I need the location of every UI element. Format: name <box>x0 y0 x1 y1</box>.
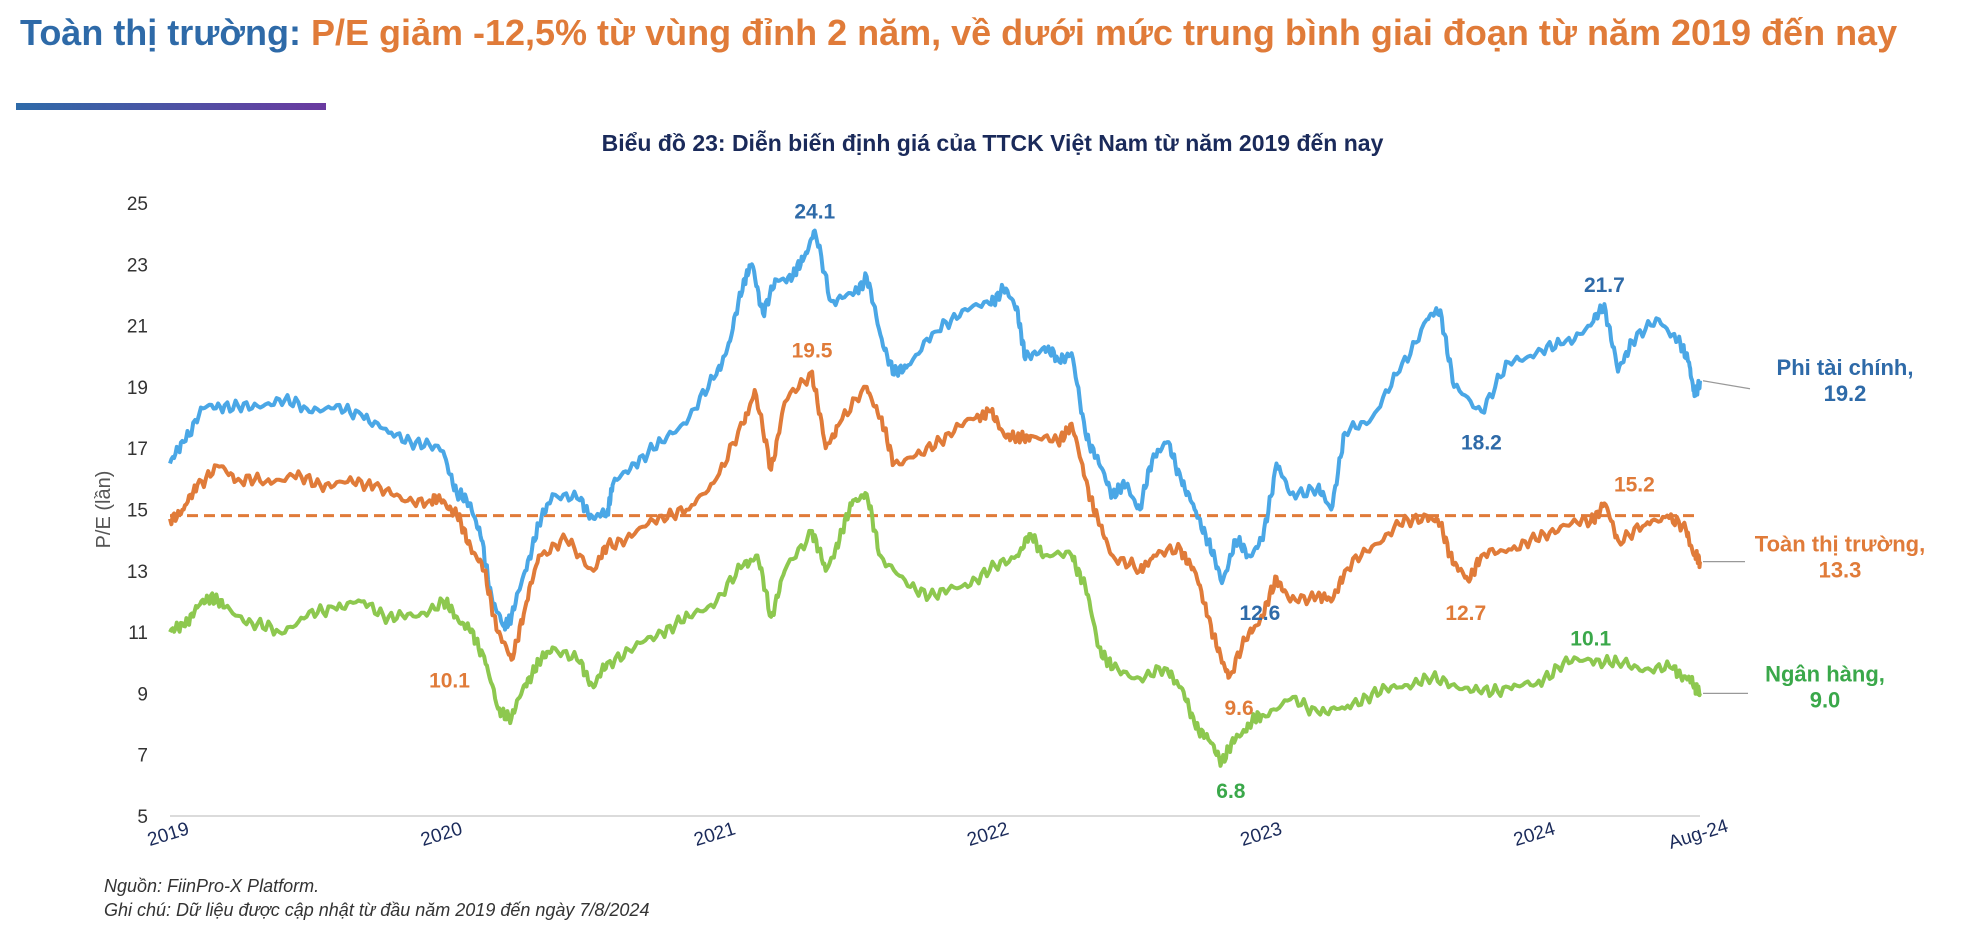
value-annotation: 19.5 <box>792 340 833 363</box>
series-end-label: 9.0 <box>1810 687 1841 712</box>
x-tick-label: 2021 <box>692 819 739 851</box>
series-end-label: Phi tài chính, <box>1777 355 1914 380</box>
x-tick-label: 2020 <box>418 819 465 851</box>
y-tick-label: 17 <box>127 439 148 460</box>
value-annotation: 12.7 <box>1445 602 1486 625</box>
footer-source: Nguồn: FiinPro-X Platform. <box>104 876 320 896</box>
value-annotation: 12.6 <box>1239 602 1280 625</box>
axis-layer: 5 7 9 11 13 15 17 19 21 23 25 P/E (lần) 2019 2020 2021… <box>93 194 1731 854</box>
footer-note: Ghi chú: Dữ liệu được cập nhật từ đầu nă… <box>104 900 650 920</box>
x-tick-label: Aug-24 <box>1666 816 1731 854</box>
series-line-2 <box>168 491 1702 768</box>
value-annotation: 21.7 <box>1584 274 1625 297</box>
page-headline: Toàn thị trường: P/E giảm -12,5% từ vùng… <box>20 12 1897 54</box>
headline-lead: Toàn thị trường: <box>20 12 301 53</box>
y-tick-label: 5 <box>137 807 148 828</box>
y-tick-label: 7 <box>137 746 148 767</box>
series-line-1 <box>168 369 1702 680</box>
y-tick-label: 19 <box>127 378 148 399</box>
x-tick-label: 2024 <box>1511 818 1558 851</box>
series-end-label: 13.3 <box>1819 558 1862 583</box>
y-tick-label: 9 <box>137 684 148 705</box>
y-tick-label: 15 <box>127 501 148 522</box>
y-tick-label: 25 <box>127 194 148 215</box>
value-annotation: 9.6 <box>1224 697 1253 720</box>
y-tick-label: 13 <box>127 562 148 583</box>
chart-title: Biểu đồ 23: Diễn biến định giá của TTCK … <box>601 130 1384 156</box>
series-end-label: Toàn thị trường, <box>1755 532 1925 557</box>
value-annotation: 15.2 <box>1614 473 1655 496</box>
value-annotation: 10.1 <box>1570 628 1611 651</box>
headline-text: P/E giảm -12,5% từ vùng đỉnh 2 năm, về d… <box>300 12 1898 53</box>
value-annotation: 18.2 <box>1461 431 1502 454</box>
series-end-label: 19.2 <box>1824 381 1867 406</box>
y-tick-label: 11 <box>128 623 148 644</box>
y-axis-label: P/E (lần) <box>93 471 115 549</box>
value-annotation: 10.1 <box>429 670 470 693</box>
x-tick-label: 2023 <box>1238 819 1285 851</box>
value-annotation: 6.8 <box>1216 780 1246 803</box>
label-layer: Phi tài chính,19.2 Toàn thị trường,13.3 Ng… <box>429 201 1925 803</box>
headline-underline <box>16 103 326 110</box>
series-end-label: Ngân hàng, <box>1765 661 1885 686</box>
x-tick-label: 2022 <box>965 819 1012 851</box>
y-tick-label: 23 <box>127 255 148 276</box>
x-tick-label: 2019 <box>145 819 192 851</box>
series-layer <box>168 228 1702 768</box>
y-tick-label: 21 <box>127 317 148 338</box>
value-annotation: 24.1 <box>794 201 835 224</box>
end-label-leader <box>1702 380 1751 390</box>
